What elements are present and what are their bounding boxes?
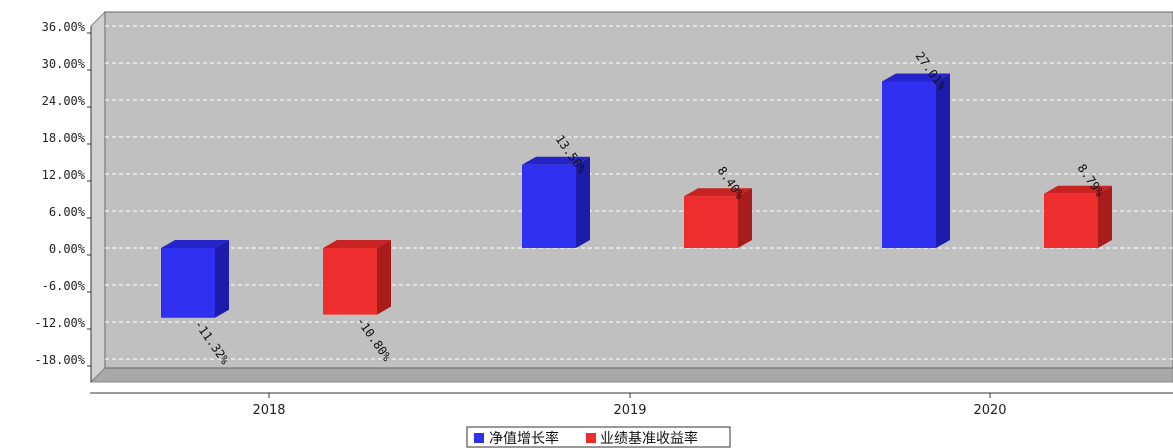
bar-front <box>323 248 377 315</box>
y-axis: 36.00% 30.00% 24.00% 18.00% 12.00% 6.00% 0.00%… <box>34 20 92 382</box>
legend-swatch-nav-growth <box>474 433 484 443</box>
bar-front <box>1044 193 1098 248</box>
y-tick-label: -12.00% <box>34 316 85 330</box>
y-tick-label: 18.00% <box>42 131 86 145</box>
bar-side <box>576 156 590 248</box>
y-tick-label: -6.00% <box>42 279 86 293</box>
bars <box>161 73 1112 318</box>
bar-side <box>1098 185 1112 248</box>
x-tick-label: 2020 <box>973 403 1006 418</box>
bar-top <box>684 188 752 197</box>
bar-front <box>882 81 936 249</box>
legend-label-benchmark: 业绩基准收益率 <box>600 430 698 447</box>
x-axis: 2018 2019 2020 <box>90 392 1173 418</box>
bar-top <box>161 240 229 248</box>
legend-label-nav-growth: 净值增长率 <box>489 430 559 447</box>
bar-nav-growth-2019 <box>522 156 590 248</box>
grid-lines <box>105 25 1173 360</box>
bar-nav-growth-2020 <box>882 73 950 249</box>
plot-area <box>104 11 1173 369</box>
bar-nav-growth-2018 <box>161 240 229 318</box>
y-tick-label: 30.00% <box>42 57 86 71</box>
legend: 净值增长率 业绩基准收益率 <box>466 426 731 448</box>
bar-side <box>936 73 950 249</box>
bar-benchmark-2019 <box>684 188 752 248</box>
plot-background <box>89 10 1173 384</box>
bar-front <box>522 164 576 248</box>
bar-front <box>684 196 738 248</box>
bar-top <box>522 156 590 165</box>
bar-top <box>1044 185 1112 194</box>
bar-side <box>738 188 752 248</box>
x-tick-label: 2018 <box>252 403 285 418</box>
bar-top <box>323 240 391 248</box>
bar-top <box>882 73 950 82</box>
x-tick-label: 2019 <box>613 403 646 418</box>
y-tick-label: 0.00% <box>49 242 86 256</box>
bar-side <box>377 240 391 315</box>
bar-front <box>161 248 215 318</box>
legend-swatch-benchmark <box>586 433 596 443</box>
bar-benchmark-2020 <box>1044 185 1112 248</box>
left-wall <box>90 10 106 384</box>
y-tick-label: 24.00% <box>42 94 86 108</box>
y-tick-label: 6.00% <box>49 205 86 219</box>
y-tick-label: 12.00% <box>42 168 86 182</box>
bar-side <box>215 240 229 318</box>
bar-benchmark-2018 <box>323 240 391 315</box>
y-tick-label: -18.00% <box>34 353 85 367</box>
legend-box <box>466 426 731 448</box>
y-tick-label: 36.00% <box>42 20 86 34</box>
floor <box>89 367 1173 383</box>
